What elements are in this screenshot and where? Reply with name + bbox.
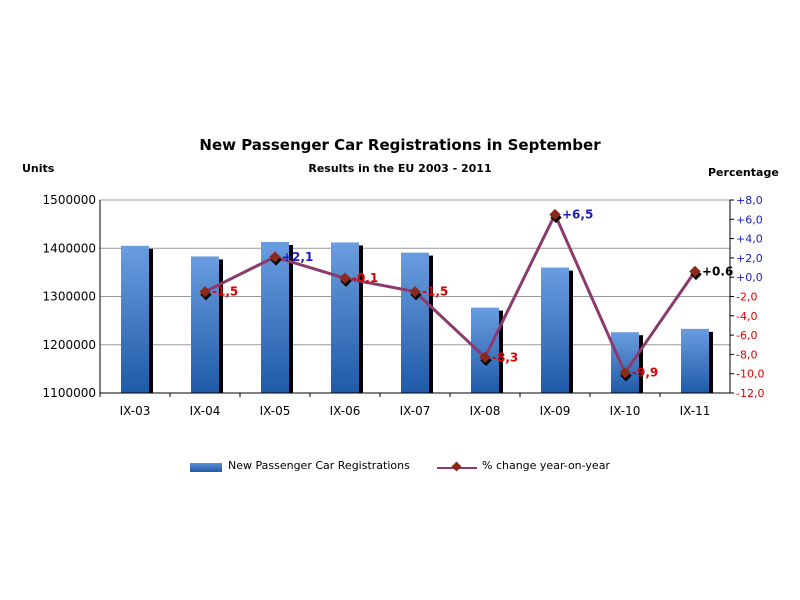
y-right-tick-label: +4,0 [736,233,763,246]
data-label: -0,1 [352,271,378,285]
legend-line-label: % change year-on-year [482,459,610,472]
data-label: +2,1 [282,250,313,264]
point-marker [339,272,351,284]
bar [681,328,709,393]
data-label: -9,9 [632,366,658,380]
y-right-tick-label: +6,0 [736,213,763,226]
x-tick-label: IX-10 [610,404,641,418]
y-axis-left-label: Units [22,162,55,175]
x-tick-label: IX-09 [540,404,571,418]
point-marker [269,251,281,263]
point-marker [199,286,211,298]
y-right-tick-label: +2,0 [736,252,763,265]
bar [121,245,149,393]
data-label: +6,5 [562,207,593,221]
legend-line-marker [451,461,462,472]
point-marker [619,367,631,379]
data-label: -1,5 [422,285,448,299]
y-left-tick-label: 1100000 [43,386,96,400]
data-label: -8,3 [492,350,518,364]
x-tick-label: IX-04 [190,404,221,418]
y-right-tick-label: -8,0 [736,348,757,361]
legend-bar-label: New Passenger Car Registrations [228,459,410,472]
chart-subtitle: Results in the EU 2003 - 2011 [308,162,492,175]
bar [261,241,289,393]
data-label: -1,5 [212,285,238,299]
y-right-tick-label: -2,0 [736,291,757,304]
point-marker [479,351,491,363]
legend: New Passenger Car Registrations % change… [0,459,800,479]
bar [401,252,429,393]
series-line [204,210,697,376]
y-left-tick-label: 1300000 [43,290,96,304]
x-tick-label: IX-11 [680,404,711,418]
y-left-tick-label: 1500000 [43,193,96,207]
y-right-tick-label: -10,0 [736,368,764,381]
y-right-tick-label: -4,0 [736,310,757,323]
point-marker [549,208,561,221]
data-label: +0.6 [702,264,733,278]
point-marker [689,265,701,278]
y-left-tick-label: 1200000 [43,338,96,352]
x-tick-label: IX-05 [260,404,291,418]
bar [191,256,219,393]
legend-bar-swatch [190,463,222,472]
y-axis-right-label: Percentage [708,166,779,179]
y-right-tick-label: +8,0 [736,194,763,207]
chart-title: New Passenger Car Registrations in Septe… [199,136,601,154]
x-tick-label: IX-06 [330,404,361,418]
x-tick-label: IX-03 [120,404,151,418]
point-marker [409,286,421,298]
bar [541,267,569,393]
y-right-tick-label: -12,0 [736,387,764,400]
y-right-tick-label: -6,0 [736,329,757,342]
bar [611,332,639,393]
x-tick-label: IX-07 [400,404,431,418]
y-right-tick-label: +0,0 [736,271,763,284]
x-tick-label: IX-08 [470,404,501,418]
y-left-tick-label: 1400000 [43,241,96,255]
bar [331,242,359,393]
